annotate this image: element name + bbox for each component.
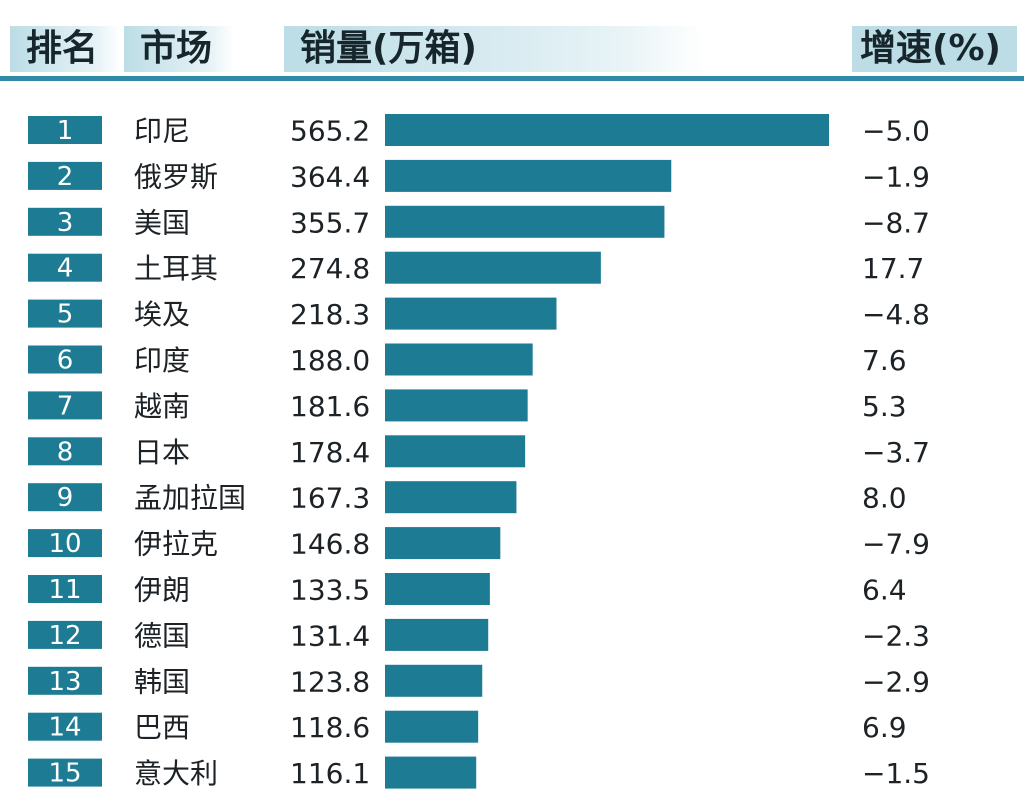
growth-label: 6.9 (862, 711, 907, 744)
rank-badge (28, 345, 102, 374)
market-label: 美国 (134, 206, 190, 239)
rank-label: 14 (48, 713, 81, 743)
growth-label: −5.0 (862, 115, 930, 148)
header-rule (0, 76, 1024, 81)
growth-label: −1.5 (862, 757, 930, 790)
sales-value-label: 218.3 (290, 298, 370, 331)
sales-value-label: 133.5 (290, 574, 370, 607)
rank-badge (28, 391, 102, 420)
sales-value-label: 118.6 (290, 711, 370, 744)
growth-label: −7.9 (862, 528, 930, 561)
sales-value-label: 146.8 (290, 528, 370, 561)
rank-badge (28, 116, 102, 144)
sales-value-label: 274.8 (290, 252, 370, 285)
sales-bar (385, 297, 557, 330)
growth-label: −3.7 (862, 436, 930, 469)
rank-badge (28, 712, 102, 741)
rank-label: 5 (57, 300, 74, 330)
market-label: 越南 (134, 390, 190, 423)
market-label: 土耳其 (134, 252, 218, 285)
market-label: 伊拉克 (134, 528, 218, 561)
header-growth: 增速(%) (852, 26, 1017, 72)
sales-bar (385, 343, 533, 376)
sales-bar (385, 159, 672, 192)
sales-value-label: 355.7 (290, 206, 370, 239)
growth-label: −4.8 (862, 298, 930, 331)
rank-badge (28, 253, 102, 282)
rank-label: 11 (48, 575, 81, 605)
market-label: 印尼 (134, 115, 190, 148)
rank-badge (28, 437, 102, 466)
sales-value-label: 188.0 (290, 344, 370, 377)
market-label: 伊朗 (134, 574, 190, 607)
rank-label: 6 (57, 346, 74, 376)
growth-label: −2.3 (862, 619, 930, 652)
rank-badge (28, 666, 102, 695)
sales-bar (385, 481, 517, 514)
rank-badge (28, 758, 102, 787)
rank-label: 4 (57, 254, 74, 284)
header-sales: 销量(万箱) (284, 26, 704, 72)
sales-bar (385, 756, 477, 789)
rank-badge (28, 620, 102, 649)
rank-label: 15 (48, 759, 81, 789)
market-label: 德国 (134, 619, 190, 652)
sales-bar (385, 205, 665, 238)
rank-label: 1 (57, 116, 74, 146)
growth-label: −8.7 (862, 206, 930, 239)
growth-label: 7.6 (862, 344, 907, 377)
sales-bar (385, 710, 479, 743)
rank-badge (28, 161, 102, 190)
sales-bar (385, 527, 501, 560)
sales-bar (385, 114, 829, 146)
sales-value-label: 181.6 (290, 390, 370, 423)
market-label: 日本 (134, 436, 190, 469)
growth-label: 5.3 (862, 390, 907, 423)
rank-badge (28, 207, 102, 236)
sales-bar (385, 573, 490, 605)
sales-value-label: 178.4 (290, 436, 370, 469)
sales-bar (385, 435, 526, 468)
rank-label: 8 (57, 437, 74, 467)
rank-label: 2 (57, 162, 74, 192)
market-label: 意大利 (134, 757, 218, 790)
market-label: 孟加拉国 (134, 482, 246, 515)
sales-value-label: 123.8 (290, 665, 370, 698)
rank-badge (28, 299, 102, 328)
rank-label: 10 (48, 529, 81, 559)
sales-value-label: 364.4 (290, 160, 370, 193)
rank-badge (28, 483, 102, 512)
header-rank: 排名 (10, 26, 120, 72)
growth-label: 8.0 (862, 482, 907, 515)
sales-value-label: 565.2 (290, 115, 370, 148)
sales-value-label: 167.3 (290, 482, 370, 515)
market-label: 韩国 (134, 665, 190, 698)
growth-label: 17.7 (862, 252, 924, 285)
table-header: 排名 市场 销量(万箱) 增速(%) (0, 0, 1024, 84)
rank-label: 13 (48, 667, 81, 697)
header-market: 市场 (124, 26, 234, 72)
market-label: 印度 (134, 344, 190, 377)
rank-badge (28, 529, 102, 558)
growth-label: −2.9 (862, 665, 930, 698)
sales-bar (385, 664, 483, 697)
market-label: 巴西 (134, 711, 190, 744)
rank-label: 9 (57, 483, 74, 513)
market-label: 埃及 (134, 298, 190, 331)
sales-bar (385, 389, 528, 422)
market-label: 俄罗斯 (134, 160, 218, 193)
rank-label: 3 (57, 208, 74, 238)
sales-value-label: 131.4 (290, 619, 370, 652)
sales-value-label: 116.1 (290, 757, 370, 790)
growth-label: 6.4 (862, 574, 907, 607)
sales-bar (385, 618, 489, 651)
rank-badge (28, 575, 102, 603)
growth-label: −1.9 (862, 160, 930, 193)
rank-label: 12 (48, 621, 81, 651)
rank-label: 7 (57, 391, 74, 421)
sales-bar (385, 251, 601, 284)
